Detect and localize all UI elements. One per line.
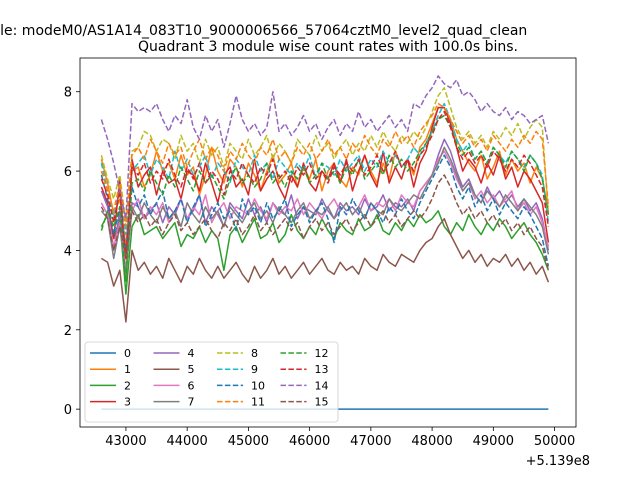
legend-label-1: 1: [124, 363, 131, 376]
legend-label-7: 7: [188, 396, 195, 409]
axes: 43000 44000 45000 46000 47000 48000 49000 50000…: [64, 57, 577, 449]
series-line-14: [100, 75, 550, 220]
y-tick-label: 4: [64, 244, 72, 259]
series-line-12: [100, 114, 550, 283]
chart-title: Quadrant 3 module wise count rates with …: [138, 39, 518, 55]
series-line-10: [100, 154, 550, 267]
x-tick-label: 50000: [534, 434, 575, 449]
x-tick-label: 46000: [289, 434, 330, 449]
legend-label-2: 2: [124, 379, 131, 392]
series-line-8: [100, 87, 550, 224]
legend-label-14: 14: [315, 379, 329, 392]
y-tick-label: 8: [64, 86, 72, 101]
series-line-15: [100, 174, 550, 271]
y-tick-label: 2: [64, 324, 72, 339]
x-offset-label: +5.139e8: [526, 454, 590, 469]
x-tick-label: 45000: [228, 434, 269, 449]
axes-frame: [79, 57, 577, 428]
series-line-2: [100, 210, 550, 295]
series-line-5: [101, 217, 550, 323]
legend-label-9: 9: [251, 363, 258, 376]
legend-label-12: 12: [315, 347, 329, 360]
y-tick-label: 0: [64, 403, 72, 418]
x-tick-label: 49000: [473, 434, 514, 449]
y-tick-label: 6: [64, 165, 72, 180]
series-line-13: [100, 110, 550, 260]
legend-label-0: 0: [124, 347, 131, 360]
legend-label-15: 15: [315, 396, 329, 409]
legend-label-10: 10: [251, 379, 265, 392]
legend-label-3: 3: [124, 396, 131, 409]
legend-label-8: 8: [251, 347, 258, 360]
x-tick-label: 44000: [166, 434, 207, 449]
x-tick-label: 48000: [411, 434, 452, 449]
legend-label-11: 11: [251, 396, 265, 409]
series-line-11: [100, 102, 550, 228]
legend-box: [84, 341, 339, 423]
legend-label-5: 5: [188, 363, 195, 376]
x-tick-label: 47000: [350, 434, 391, 449]
legend-label-13: 13: [315, 363, 329, 376]
series-line-1: [100, 106, 550, 248]
legend-label-4: 4: [188, 347, 195, 360]
x-tick-label: 43000: [105, 434, 146, 449]
suptitle: n file: modeM0/AS1A14_083T10_9000006566_…: [0, 23, 527, 39]
plot-area: [100, 75, 550, 410]
legend-label-6: 6: [188, 379, 195, 392]
